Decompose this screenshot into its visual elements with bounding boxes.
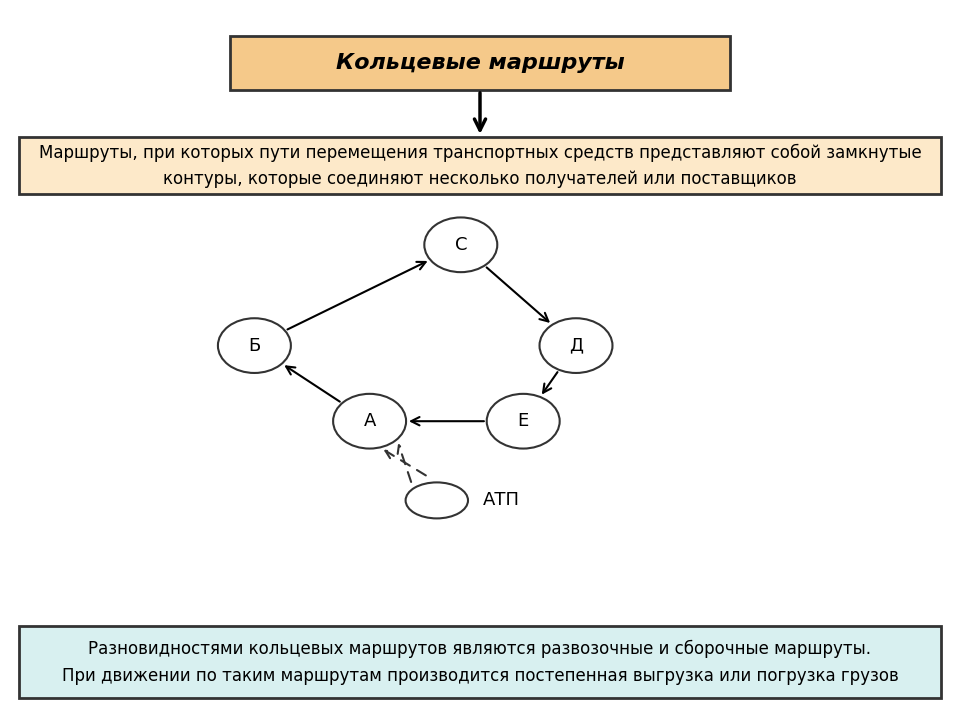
Circle shape (218, 318, 291, 373)
Text: Б: Б (249, 336, 260, 354)
Text: Е: Е (517, 412, 529, 430)
Text: Д: Д (569, 336, 583, 354)
Text: Маршруты, при которых пути перемещения транспортных средств представляют собой з: Маршруты, при которых пути перемещения т… (38, 143, 922, 188)
FancyBboxPatch shape (19, 137, 941, 194)
Text: С: С (454, 235, 468, 253)
Text: Кольцевые маршруты: Кольцевые маршруты (336, 53, 624, 73)
Circle shape (424, 217, 497, 272)
Ellipse shape (405, 482, 468, 518)
FancyBboxPatch shape (230, 36, 730, 90)
Text: А: А (364, 412, 375, 430)
Text: Разновидностями кольцевых маршрутов являются развозочные и сборочные маршруты.
П: Разновидностями кольцевых маршрутов явля… (61, 640, 899, 685)
Circle shape (333, 394, 406, 449)
Circle shape (540, 318, 612, 373)
FancyBboxPatch shape (19, 626, 941, 698)
Circle shape (487, 394, 560, 449)
Text: АТП: АТП (483, 491, 519, 510)
